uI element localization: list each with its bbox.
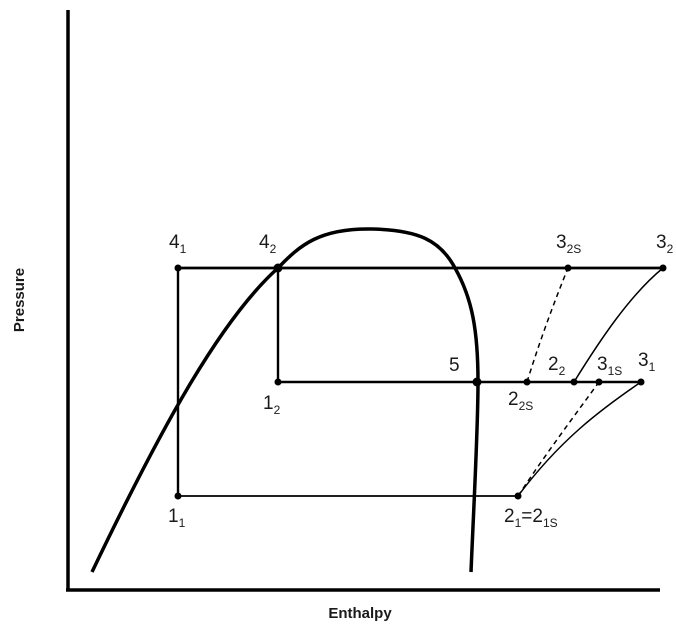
label-2-1: 21=21S: [504, 506, 558, 530]
compression-curve-1-isentropic: [517, 381, 600, 497]
label-3-1s: 31S: [597, 354, 622, 378]
label-2-2: 22: [548, 354, 566, 378]
compression-curve-1-actual: [517, 381, 642, 497]
x-axis-title: Enthalpy: [328, 605, 392, 622]
label-5: 5: [449, 355, 460, 376]
point-2-1: [514, 492, 522, 500]
point-4-2: [273, 263, 283, 273]
point-4-1: [174, 264, 182, 272]
label-3-2: 32: [656, 232, 674, 256]
point-3-1: [637, 378, 645, 386]
point-3-2s: [564, 264, 572, 272]
y-axis-title: Pressure: [11, 268, 28, 332]
compression-curve-2-isentropic: [526, 267, 569, 383]
label-3-2s: 32S: [556, 232, 581, 256]
label-4-2: 42: [259, 232, 277, 256]
point-5: [472, 377, 482, 387]
compression-curve-2-actual: [573, 267, 664, 383]
point-1-1: [174, 492, 182, 500]
saturation-dome: [90, 227, 480, 573]
point-3-2: [659, 264, 667, 272]
label-2-2s: 22S: [508, 389, 533, 413]
point-3-1s: [595, 378, 603, 386]
label-3-1: 31: [638, 350, 656, 374]
label-1-2: 12: [263, 393, 281, 417]
label-4-1: 41: [169, 232, 187, 256]
label-1-1: 11: [168, 506, 186, 530]
point-1-2: [274, 378, 282, 386]
point-2-2: [570, 378, 578, 386]
point-2-2s: [523, 378, 531, 386]
